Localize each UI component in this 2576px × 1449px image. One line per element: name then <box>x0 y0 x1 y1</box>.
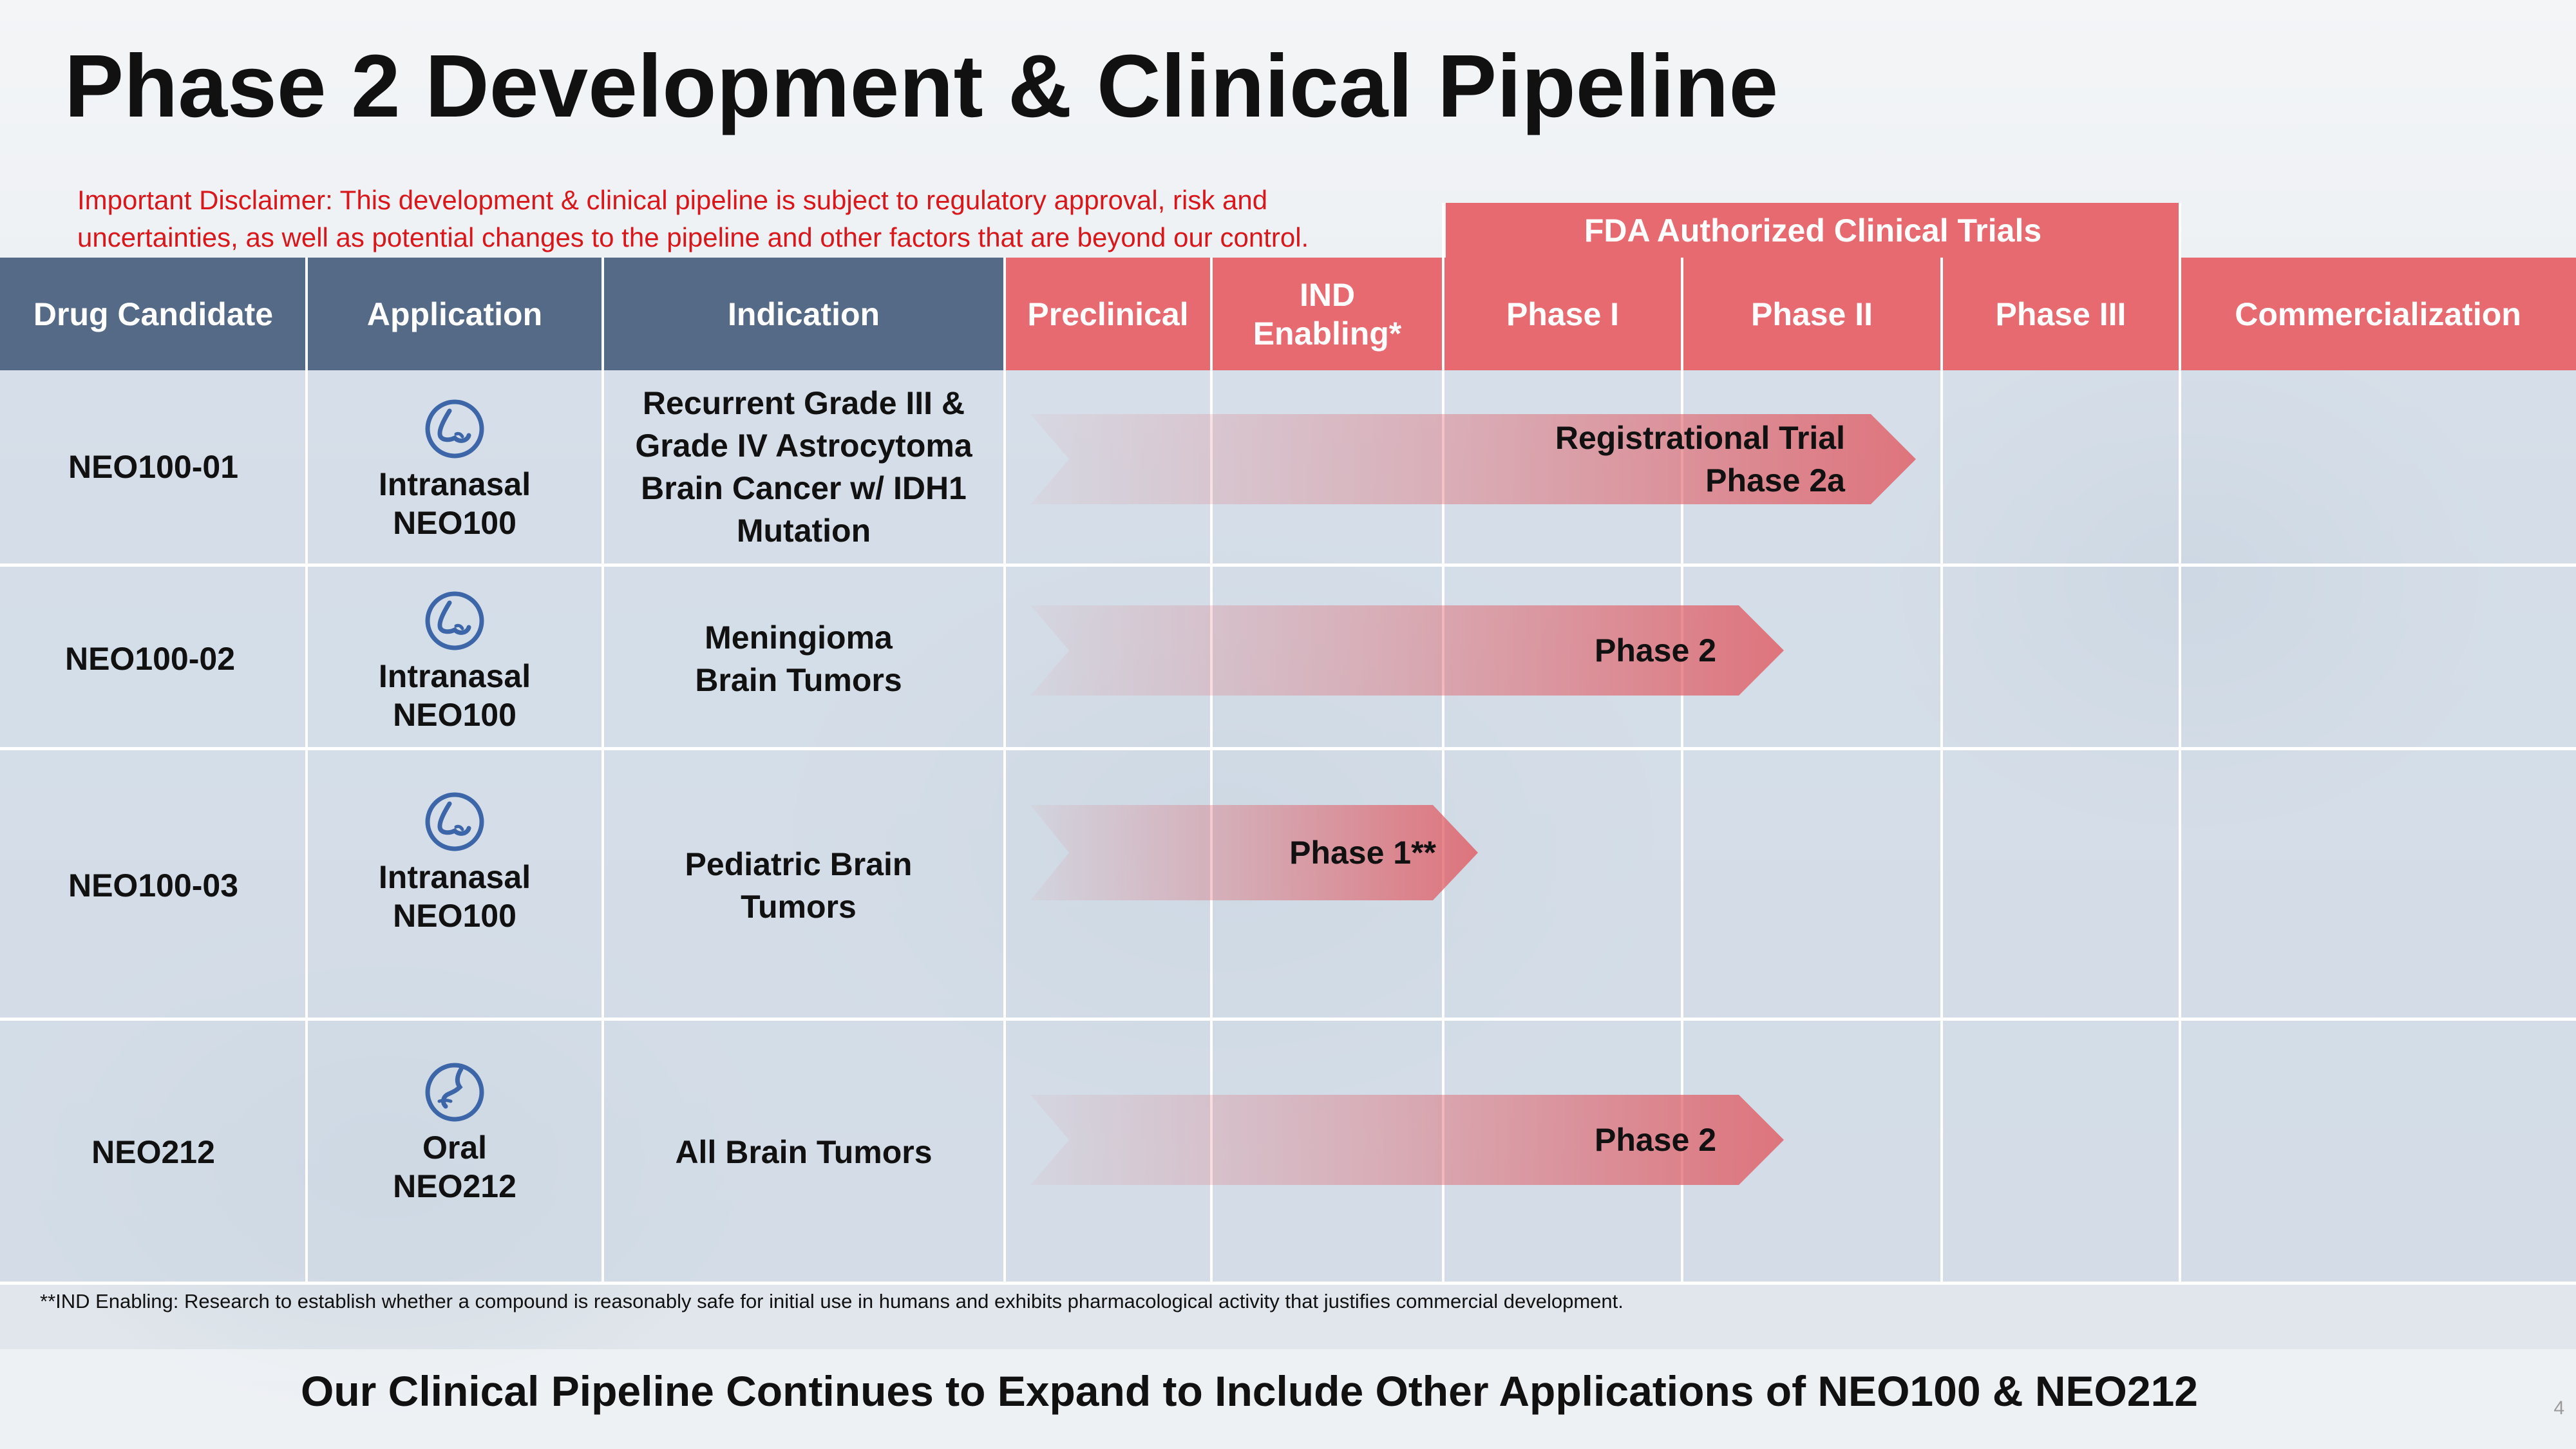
application-product: NEO212 <box>393 1168 516 1204</box>
header-ind-enabling: IND Enabling* <box>1211 258 1443 370</box>
application-cell: Intranasal NEO100 <box>307 377 603 564</box>
application-route: Oral <box>422 1130 488 1166</box>
header-drug-candidate: Drug Candidate <box>0 258 307 370</box>
header-commercialization: Commercialization <box>2180 258 2576 370</box>
nose-icon <box>425 399 484 459</box>
grid-line <box>1940 258 1943 1283</box>
grid-line <box>1210 258 1213 1283</box>
application-product: NEO100 <box>393 505 516 541</box>
indication-cell: Recurrent Grade III & Grade IV Astrocyto… <box>635 385 972 549</box>
grid-line <box>0 1282 2576 1285</box>
header-phase-3: Phase III <box>1942 258 2180 370</box>
drug-candidate-cell: NEO100-03 <box>68 867 239 904</box>
pipeline-progress-arrow: Phase 2 <box>1030 1095 1784 1185</box>
grid-line <box>601 258 604 1283</box>
indication-cell: Pediatric Brain Tumors <box>685 846 913 925</box>
application-cell: Intranasal NEO100 <box>307 573 603 750</box>
application-route: Intranasal <box>378 466 531 502</box>
fda-authorized-header: FDA Authorized Clinical Trials <box>1446 203 2180 258</box>
grid-line <box>0 564 2576 567</box>
tagline: Our Clinical Pipeline Continues to Expan… <box>300 1367 2199 1415</box>
nose-icon <box>425 792 484 851</box>
pipeline-progress-arrow: Registrational Trial Phase 2a <box>1030 414 1916 504</box>
disclaimer-text: Important Disclaimer: This development &… <box>77 185 1309 252</box>
indication-cell: Meningioma Brain Tumors <box>695 619 902 698</box>
application-route: Intranasal <box>378 658 531 694</box>
stage-label: Phase 2 <box>1594 632 1716 668</box>
header-application: Application <box>307 258 603 370</box>
page-title: Phase 2 Development & Clinical Pipeline <box>64 37 1779 136</box>
application-cell: Oral NEO212 <box>307 1046 603 1220</box>
footnote: **IND Enabling: Research to establish wh… <box>40 1290 1624 1312</box>
indication-cell: All Brain Tumors <box>675 1134 933 1170</box>
header-phase-2: Phase II <box>1682 258 1942 370</box>
stage-label: Phase 1** <box>1289 835 1436 871</box>
grid-line <box>0 1018 2576 1021</box>
grid-line <box>0 747 2576 750</box>
grid-line <box>1003 258 1006 1283</box>
header-indication: Indication <box>603 258 1005 370</box>
grid-line <box>305 258 308 1283</box>
application-route: Intranasal <box>378 859 531 895</box>
pipeline-progress-arrow: Phase 2 <box>1030 605 1784 696</box>
drug-candidate-cell: NEO212 <box>91 1134 215 1170</box>
drug-candidate-cell: NEO100-02 <box>64 640 236 677</box>
pipeline-progress-arrow: Phase 1** <box>1030 805 1478 900</box>
stage-label: Registrational Trial <box>1555 420 1845 456</box>
application-product: NEO100 <box>393 898 516 934</box>
tagline-band <box>0 1349 2576 1449</box>
header-phase-1: Phase I <box>1443 258 1682 370</box>
nose-icon <box>425 591 484 650</box>
grid-line <box>1681 258 1683 1283</box>
stage-label: Phase 2 <box>1594 1122 1716 1158</box>
grid-line <box>2179 203 2181 1283</box>
application-cell: Intranasal NEO100 <box>307 779 603 947</box>
header-preclinical: Preclinical <box>1005 258 1211 370</box>
drug-candidate-cell: NEO100-01 <box>68 449 239 485</box>
page-number: 4 <box>2553 1397 2564 1419</box>
stage-sublabel: Phase 2a <box>1705 462 1845 498</box>
mouth-icon <box>425 1063 484 1122</box>
grid-line <box>1442 203 1444 1283</box>
application-product: NEO100 <box>393 696 516 733</box>
